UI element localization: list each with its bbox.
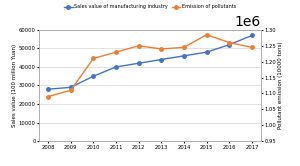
Sales value of manufacturing industry [250,35,254,37]
Emission of pollutants [137,45,140,47]
Sales value of manufacturing industry [160,59,163,61]
Sales value of manufacturing industry [182,55,186,57]
Line: Sales value of manufacturing industry: Sales value of manufacturing industry [46,34,254,91]
Sales value of manufacturing industry [205,51,208,53]
Y-axis label: Pollutant emission (10000 tons): Pollutant emission (10000 tons) [278,42,283,129]
Emission of pollutants [46,96,50,98]
Sales value of manufacturing industry [227,44,231,46]
Emission of pollutants [182,46,186,48]
Sales value of manufacturing industry [69,86,73,88]
Sales value of manufacturing industry [92,75,95,77]
Sales value of manufacturing industry [114,66,118,68]
Emission of pollutants [250,46,254,48]
Emission of pollutants [114,51,118,53]
Emission of pollutants [92,57,95,59]
Emission of pollutants [227,42,231,44]
Sales value of manufacturing industry [137,62,140,64]
Legend: Sales value of manufacturing industry, Emission of pollutants: Sales value of manufacturing industry, E… [62,2,238,11]
Line: Emission of pollutants: Emission of pollutants [46,33,254,98]
Emission of pollutants [205,34,208,36]
Y-axis label: Sales value (100 million Yuan): Sales value (100 million Yuan) [12,44,17,127]
Emission of pollutants [69,89,73,91]
Sales value of manufacturing industry [46,88,50,90]
Emission of pollutants [160,48,163,50]
